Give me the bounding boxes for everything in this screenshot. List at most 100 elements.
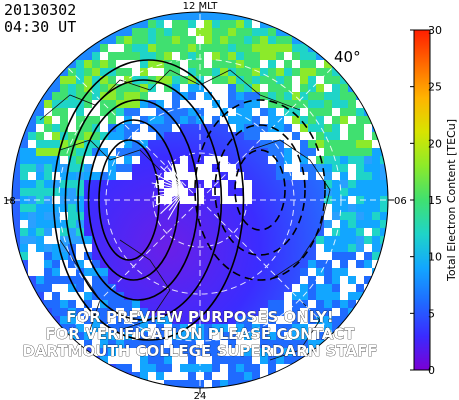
tec-cell xyxy=(36,212,44,220)
tec-cell xyxy=(20,204,28,212)
tec-cell xyxy=(372,236,380,244)
tec-cell xyxy=(164,372,172,380)
tec-cell xyxy=(292,76,300,84)
tec-cell xyxy=(204,380,212,388)
tec-cell xyxy=(356,156,364,164)
tec-cell xyxy=(212,116,220,124)
tec-cell xyxy=(252,324,260,332)
tec-cell xyxy=(340,124,348,132)
tec-cell xyxy=(372,260,380,268)
tec-cell xyxy=(300,68,308,76)
mlt-label-bottom: 24 xyxy=(194,391,207,400)
tec-cell xyxy=(84,244,92,252)
tec-cell xyxy=(28,236,36,244)
velocity-vector xyxy=(160,189,186,214)
tec-cell xyxy=(84,100,92,108)
tec-cell xyxy=(324,268,332,276)
tec-cell xyxy=(68,228,76,236)
tec-cell xyxy=(156,44,164,52)
tec-cell xyxy=(276,356,284,364)
tec-cell xyxy=(284,148,292,156)
tec-cell xyxy=(276,364,284,372)
tec-cell xyxy=(60,156,68,164)
tec-cell xyxy=(236,372,244,380)
tec-cell xyxy=(68,84,76,92)
tec-cell xyxy=(100,148,108,156)
tec-cell xyxy=(356,180,364,188)
tec-cell xyxy=(132,140,140,148)
tec-cell xyxy=(284,92,292,100)
tec-cell xyxy=(204,52,212,60)
tec-cell xyxy=(340,76,348,84)
tec-cell xyxy=(316,172,324,180)
tec-cell xyxy=(260,356,268,364)
tec-cell xyxy=(316,140,324,148)
tec-cell xyxy=(124,100,132,108)
tec-cell xyxy=(156,108,164,116)
tec-cell xyxy=(28,268,36,276)
tec-cell xyxy=(28,188,36,196)
tec-cell xyxy=(76,284,84,292)
tec-cell xyxy=(76,252,84,260)
tec-cell xyxy=(188,76,196,84)
tec-cell xyxy=(60,84,68,92)
tec-cell xyxy=(260,68,268,76)
tec-cell xyxy=(332,164,340,172)
tec-cell xyxy=(36,244,44,252)
tec-cell xyxy=(244,60,252,68)
tec-cell xyxy=(140,308,148,316)
tec-cell xyxy=(356,236,364,244)
tec-cell xyxy=(292,164,300,172)
velocity-vector xyxy=(163,189,186,206)
tec-cell xyxy=(76,316,84,324)
tec-cell xyxy=(164,332,172,340)
tec-cell xyxy=(348,228,356,236)
latitude-grid xyxy=(12,12,388,388)
tec-cell xyxy=(348,156,356,164)
coastline xyxy=(59,139,161,171)
tec-cell xyxy=(44,252,52,260)
tec-cell xyxy=(316,340,324,348)
tec-cell xyxy=(204,84,212,92)
tec-cell xyxy=(92,260,100,268)
tec-cell xyxy=(68,204,76,212)
tec-cell xyxy=(220,44,228,52)
tec-cell xyxy=(156,364,164,372)
tec-cell xyxy=(108,356,116,364)
tec-cell xyxy=(28,252,36,260)
tec-cell xyxy=(340,108,348,116)
tec-cell xyxy=(196,364,204,372)
tec-cell xyxy=(100,348,108,356)
tec-cell xyxy=(148,324,156,332)
tec-cell xyxy=(324,100,332,108)
tec-cell xyxy=(172,84,180,92)
tec-cell xyxy=(140,60,148,68)
tec-cell xyxy=(28,260,36,268)
tec-cell xyxy=(76,340,84,348)
tec-cell xyxy=(52,180,60,188)
tec-cell xyxy=(212,332,220,340)
tec-cell xyxy=(20,156,28,164)
tec-cell xyxy=(268,84,276,92)
tec-cell xyxy=(60,180,68,188)
tec-cell xyxy=(212,100,220,108)
velocity-vector xyxy=(151,189,186,198)
tec-cell xyxy=(36,236,44,244)
tec-cell xyxy=(364,228,372,236)
tec-cell xyxy=(220,364,228,372)
tec-cell xyxy=(332,188,340,196)
tec-cell xyxy=(68,252,76,260)
tec-cell xyxy=(124,324,132,332)
tec-cell xyxy=(332,236,340,244)
tec-cell xyxy=(220,380,228,388)
tec-cell xyxy=(316,260,324,268)
tec-cell xyxy=(244,28,252,36)
tec-cell xyxy=(332,132,340,140)
tec-cell xyxy=(36,220,44,228)
tec-cell xyxy=(268,52,276,60)
tec-cell xyxy=(268,28,276,36)
tec-cell xyxy=(92,276,100,284)
tec-cell xyxy=(52,252,60,260)
tec-cell xyxy=(180,340,188,348)
tec-cell xyxy=(340,308,348,316)
